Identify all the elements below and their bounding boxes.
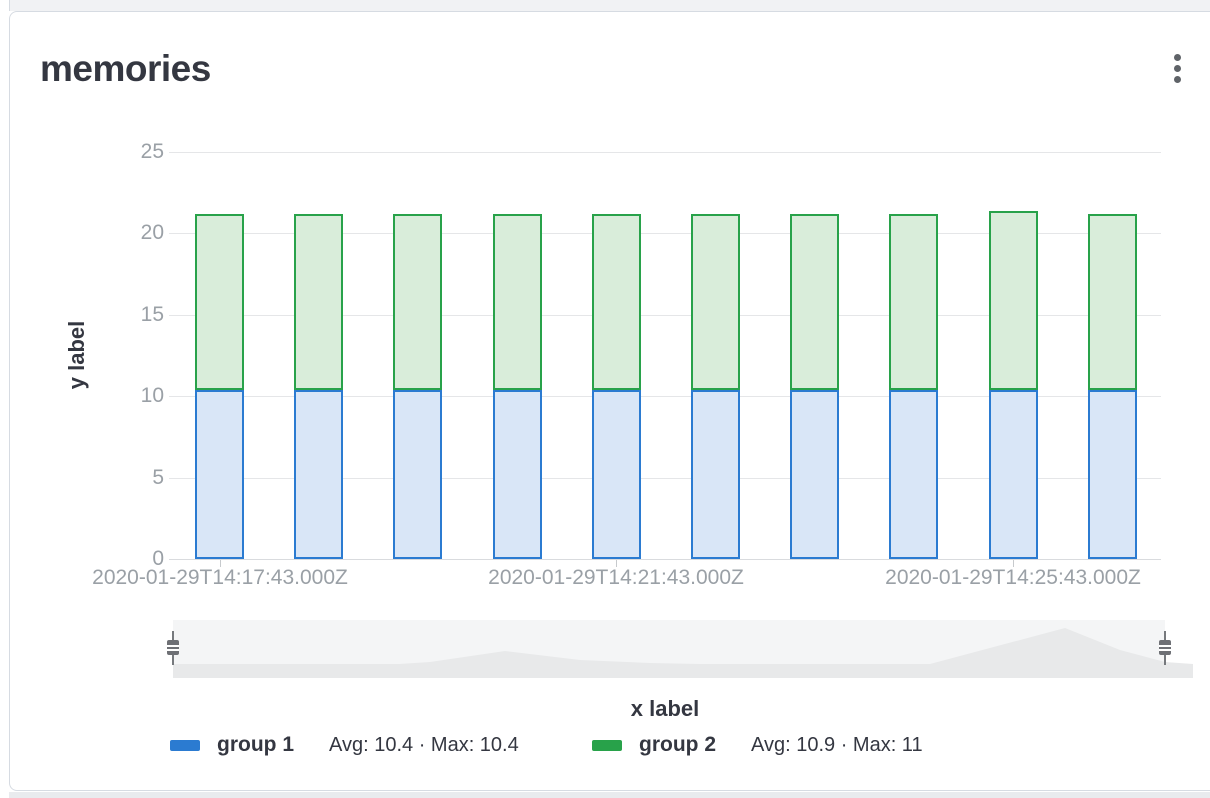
bar-segment-group-1[interactable] (989, 390, 1038, 559)
bar-segment-group-1[interactable] (889, 390, 938, 559)
bar-segment-group-1[interactable] (294, 390, 343, 559)
bar-segment-group-2[interactable] (592, 214, 641, 390)
gridline (169, 315, 1161, 316)
bar-segment-group-1[interactable] (790, 390, 839, 559)
bar-segment-group-2[interactable] (393, 214, 442, 390)
bar-segment-group-1[interactable] (493, 390, 542, 559)
panel-title: memories (40, 48, 211, 89)
bar-segment-group-2[interactable] (989, 211, 1038, 390)
x-axis-tick-label: 2020-01-29T14:25:43.000Z (885, 566, 1141, 589)
panel-above-edge (9, 0, 1210, 11)
brush-grip-icon (1159, 640, 1171, 655)
x-axis-tick-mark (220, 560, 221, 567)
bar-segment-group-2[interactable] (889, 214, 938, 390)
y-axis-tick-label: 20 (140, 221, 164, 244)
x-axis-label: x label (630, 696, 700, 721)
legend-stats: Avg: 10.4 · Max: 10.4 (329, 733, 519, 756)
bar-segment-group-2[interactable] (493, 214, 542, 390)
x-axis-tick-mark (1013, 560, 1014, 567)
legend-swatch-group-1 (170, 739, 200, 751)
bar-segment-group-1[interactable] (195, 390, 244, 559)
gridline (169, 559, 1161, 560)
chart-panel: memories y label x label group 1 A (9, 11, 1210, 791)
brush-grip-icon (167, 640, 179, 655)
legend-stats: Avg: 10.9 · Max: 11 (751, 733, 923, 756)
y-axis-tick-label: 10 (140, 384, 164, 407)
bar-segment-group-1[interactable] (592, 390, 641, 559)
legend-label: group 1 (217, 733, 294, 756)
y-axis-tick-label: 0 (152, 547, 164, 570)
brush-handle-right[interactable] (1159, 631, 1171, 665)
gridline (169, 478, 1161, 479)
kebab-vertical-icon (1173, 75, 1181, 83)
panel-below-edge (9, 792, 1210, 798)
bar-segment-group-2[interactable] (790, 214, 839, 390)
y-axis-tick-label: 25 (140, 140, 164, 163)
gridline (169, 233, 1161, 234)
legend-item-group-2[interactable]: group 2 Avg: 10.9 · Max: 11 (592, 731, 923, 759)
bar-segment-group-2[interactable] (1088, 214, 1137, 390)
panel-menu-button[interactable] (1156, 46, 1198, 90)
legend-label: group 2 (639, 733, 716, 756)
bar-segment-group-1[interactable] (1088, 390, 1137, 559)
legend-swatch-group-2 (592, 739, 622, 751)
brush-handle-left[interactable] (167, 631, 179, 665)
brush-area-preview (173, 628, 1193, 678)
kebab-vertical-icon (1173, 64, 1181, 72)
bar-segment-group-2[interactable] (195, 214, 244, 390)
bar-segment-group-2[interactable] (294, 214, 343, 390)
x-axis-tick-label: 2020-01-29T14:21:43.000Z (488, 566, 744, 589)
gridline (169, 152, 1161, 153)
x-axis-tick-mark (616, 560, 617, 567)
x-axis-tick-label: 2020-01-29T14:17:43.000Z (92, 566, 348, 589)
bar-segment-group-2[interactable] (691, 214, 740, 390)
time-brush (167, 620, 1195, 678)
bar-segment-group-1[interactable] (393, 390, 442, 559)
y-axis-tick-label: 15 (140, 303, 164, 326)
y-axis-tick-label: 5 (152, 466, 164, 489)
gridline (169, 396, 1161, 397)
legend-item-group-1[interactable]: group 1 Avg: 10.4 · Max: 10.4 (170, 731, 519, 759)
bar-segment-group-1[interactable] (691, 390, 740, 559)
kebab-vertical-icon (1173, 53, 1181, 61)
